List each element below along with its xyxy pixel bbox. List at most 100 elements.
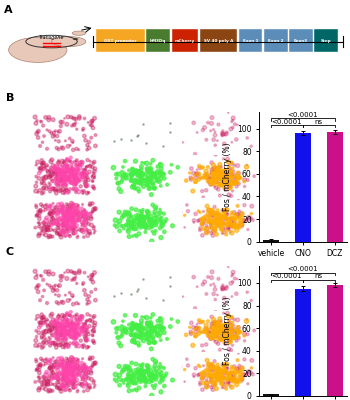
Point xyxy=(318,70,324,76)
Point xyxy=(141,0,146,6)
Point xyxy=(156,0,162,6)
Point xyxy=(348,10,350,17)
Point xyxy=(311,262,316,268)
Point xyxy=(215,116,220,123)
Point xyxy=(178,216,183,223)
Point xyxy=(214,11,220,17)
Point xyxy=(333,116,339,122)
Point xyxy=(265,109,271,116)
Point xyxy=(191,126,197,132)
Point xyxy=(274,262,280,268)
Point xyxy=(261,119,266,125)
Point xyxy=(297,90,302,96)
Point xyxy=(309,76,314,82)
Point xyxy=(292,144,298,150)
Point xyxy=(267,115,272,122)
Point xyxy=(329,120,335,126)
Point xyxy=(272,51,277,58)
Point xyxy=(320,145,326,152)
Point xyxy=(167,234,173,241)
Bar xyxy=(327,285,343,396)
Point xyxy=(315,132,321,139)
Point xyxy=(273,130,279,136)
Text: C: C xyxy=(6,247,14,257)
Point xyxy=(190,96,195,102)
Point xyxy=(263,50,269,57)
Text: CNO
(1 mg/kg): CNO (1 mg/kg) xyxy=(9,161,20,192)
Point xyxy=(181,99,187,105)
Point xyxy=(161,96,166,103)
Ellipse shape xyxy=(9,37,67,62)
Point xyxy=(328,135,334,141)
Bar xyxy=(327,132,343,242)
Point xyxy=(231,115,237,121)
Point xyxy=(330,132,336,139)
Point xyxy=(191,196,197,202)
Point xyxy=(343,136,349,143)
Point xyxy=(348,108,350,115)
Point xyxy=(321,101,326,108)
Point xyxy=(174,257,180,263)
Point xyxy=(270,88,275,94)
Point xyxy=(295,173,300,180)
Point xyxy=(191,42,197,48)
Point xyxy=(214,42,220,48)
Point xyxy=(274,325,279,331)
Point xyxy=(186,32,192,38)
Point xyxy=(322,109,328,115)
Text: DCZ
(0.1 mg/kg): DCZ (0.1 mg/kg) xyxy=(9,202,20,238)
Point xyxy=(241,99,247,106)
Point xyxy=(295,19,300,25)
Point xyxy=(224,9,230,16)
Point xyxy=(313,254,319,261)
FancyBboxPatch shape xyxy=(96,29,145,52)
Text: Merged: Merged xyxy=(203,98,237,107)
Point xyxy=(120,105,125,112)
Point xyxy=(230,310,236,316)
Point xyxy=(178,206,184,213)
Point xyxy=(286,43,292,50)
Point xyxy=(251,266,257,273)
Point xyxy=(145,136,151,142)
Point xyxy=(269,48,275,54)
Point xyxy=(257,76,262,83)
Point xyxy=(140,65,145,71)
Point xyxy=(221,236,227,242)
Point xyxy=(234,133,240,139)
Text: <0.0001: <0.0001 xyxy=(288,266,318,272)
Point xyxy=(286,197,292,204)
Point xyxy=(313,100,319,107)
Point xyxy=(239,28,244,35)
Point xyxy=(297,23,302,30)
Point xyxy=(209,306,215,313)
Point xyxy=(214,55,219,62)
Point xyxy=(306,134,312,141)
Point xyxy=(232,240,238,247)
Point xyxy=(310,149,316,156)
Point xyxy=(320,0,326,6)
Text: Fos: Fos xyxy=(135,98,150,107)
Text: CNO
(1 mg/kg): CNO (1 mg/kg) xyxy=(9,316,20,346)
Point xyxy=(230,156,236,162)
Point xyxy=(224,164,230,170)
Point xyxy=(270,207,275,213)
Point xyxy=(238,21,243,27)
Point xyxy=(276,119,281,125)
Text: A: A xyxy=(4,5,12,15)
Point xyxy=(211,34,217,40)
Point xyxy=(174,102,180,109)
Point xyxy=(143,26,148,33)
Text: Merged: Merged xyxy=(203,252,237,261)
Point xyxy=(238,1,243,7)
Point xyxy=(316,109,321,116)
Point xyxy=(251,240,256,246)
Point xyxy=(301,240,306,246)
Point xyxy=(246,262,252,269)
Point xyxy=(178,52,184,58)
Point xyxy=(191,280,197,287)
Point xyxy=(146,184,152,190)
Point xyxy=(210,6,216,13)
Point xyxy=(235,36,240,42)
Point xyxy=(289,182,295,188)
Point xyxy=(232,25,238,31)
